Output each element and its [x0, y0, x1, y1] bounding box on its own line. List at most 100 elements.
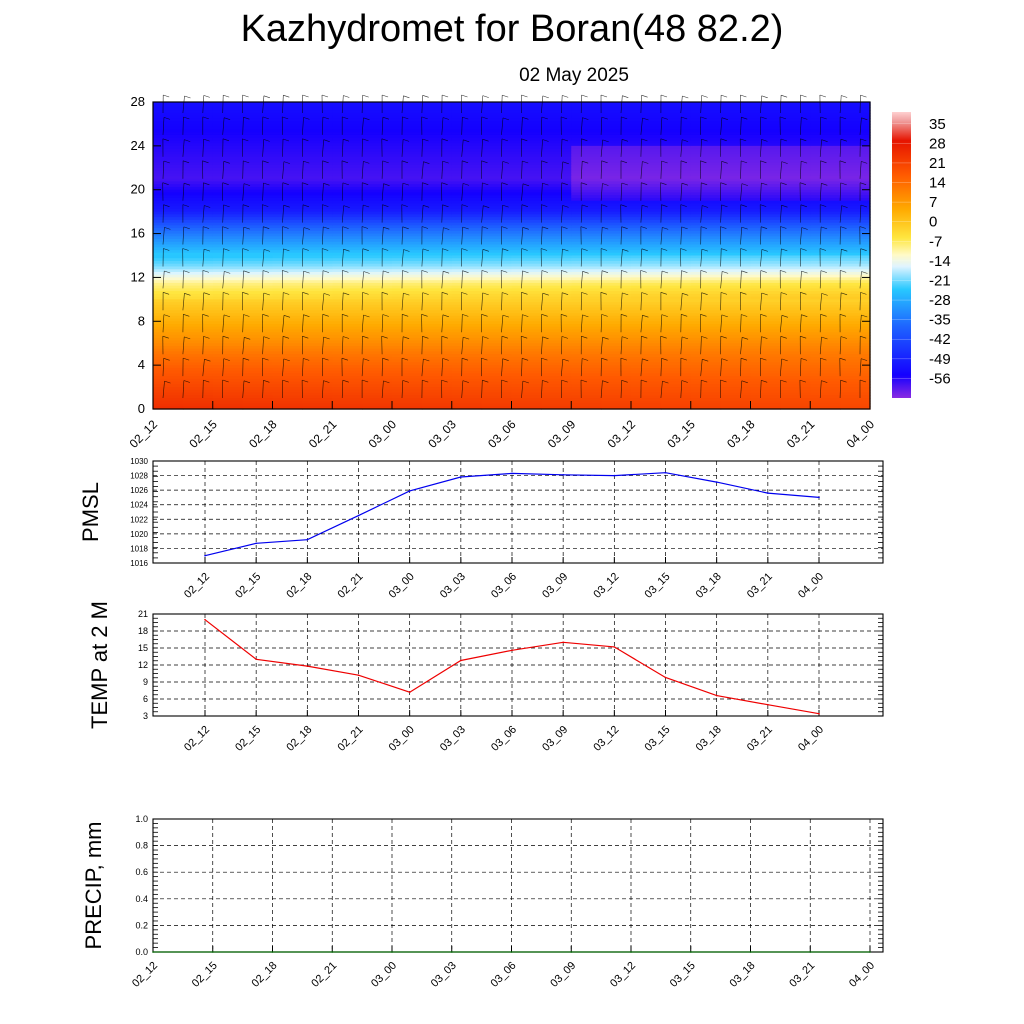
wind-barb [740, 227, 742, 245]
heatmap-cell [212, 192, 244, 196]
heatmap-cell [421, 214, 453, 218]
heatmap-cell [571, 228, 602, 232]
wind-barb-flag [721, 161, 728, 164]
heatmap-cell [242, 211, 274, 215]
wind-barb [780, 205, 782, 223]
heatmap-cell [302, 176, 333, 180]
heatmap-cell [690, 200, 722, 205]
heatmap-cell [212, 406, 244, 410]
heatmap-cell [660, 121, 692, 125]
heatmap-cell [362, 195, 393, 199]
heatmap-cell [421, 313, 453, 317]
heatmap-cell [332, 167, 363, 172]
heatmap-cell [541, 288, 572, 292]
wind-barb [800, 314, 802, 333]
wind-barb-flag [621, 314, 628, 317]
heatmap-cell [272, 250, 303, 254]
wind-barb-flag [302, 138, 309, 142]
wind-barb-flag [642, 314, 649, 318]
heatmap-cell [481, 321, 513, 325]
wind-barb-flag [740, 204, 747, 207]
heatmap-cell [541, 282, 572, 287]
data-point [511, 472, 513, 475]
heatmap-cell [242, 203, 274, 207]
heatmap-cell [481, 285, 513, 289]
wind-barb-flag [641, 248, 648, 252]
heatmap-cell [840, 192, 871, 196]
wind-barb [561, 205, 563, 223]
wind-barb [800, 227, 802, 245]
heatmap-cell [541, 332, 572, 336]
heatmap-cell [272, 143, 303, 147]
heatmap-cell [511, 126, 542, 131]
heatmap-cell [750, 197, 781, 202]
heatmap-cell [511, 156, 542, 161]
heatmap-cell [840, 104, 871, 109]
wind-barb [341, 139, 344, 157]
x-tick-label: 03_03 [438, 724, 468, 754]
heatmap-cell [242, 260, 274, 265]
heatmap-cell [362, 359, 393, 363]
heatmap-cell [182, 348, 214, 353]
heatmap-cell [332, 137, 363, 141]
wind-barb-flag [642, 117, 649, 121]
wind-barb-flag [243, 160, 250, 164]
heatmap-cell [690, 151, 722, 155]
heatmap-cell [810, 225, 841, 229]
heatmap-cell [720, 384, 752, 388]
heatmap-cell [840, 195, 871, 199]
wind-barb-flag [861, 271, 868, 274]
heatmap-cell [601, 211, 632, 215]
x-tick-label: 02_15 [190, 960, 220, 990]
heatmap-cell [660, 359, 692, 363]
colorbar-label: -14 [929, 253, 951, 270]
wind-barb [262, 182, 264, 201]
heatmap-cell [720, 167, 752, 172]
heatmap-cell [631, 266, 662, 270]
y-tick-label: 4 [138, 357, 145, 372]
data-point [715, 694, 718, 697]
heatmap-cell [302, 255, 333, 259]
wind-barb [401, 249, 404, 267]
heatmap-cell [601, 370, 632, 374]
heatmap-cell [631, 406, 662, 410]
wind-barb [541, 293, 544, 311]
heatmap-cell [810, 345, 841, 350]
wind-barb-flag [841, 205, 848, 208]
wind-barb-flag [860, 182, 867, 185]
heatmap-cell [780, 400, 811, 405]
heatmap-cell [601, 230, 632, 235]
heatmap-cell [451, 195, 483, 199]
heatmap-cell [332, 239, 363, 243]
heatmap-cell [720, 373, 752, 377]
wind-barb-flag [701, 248, 708, 252]
heatmap-cell [631, 271, 662, 276]
x-tick-label: 02_15 [186, 417, 220, 451]
heatmap-cell [451, 222, 483, 226]
heatmap-cell [840, 132, 871, 136]
wind-barb-flag [362, 248, 369, 251]
heatmap-cell [511, 384, 542, 388]
heatmap-cell [182, 398, 214, 402]
heatmap-cell [840, 370, 871, 374]
heatmap-cell [212, 343, 244, 347]
heatmap-cell [571, 145, 602, 150]
heatmap-cell [750, 302, 781, 306]
heatmap-cell [571, 123, 602, 128]
heatmap-cell [720, 266, 752, 270]
heatmap-cell [660, 293, 692, 298]
heatmap-cell [153, 392, 184, 396]
heatmap-cell [182, 241, 214, 246]
heatmap-cell [182, 326, 214, 331]
heatmap-cell [302, 291, 333, 295]
heatmap-cell [272, 217, 303, 221]
y-tick-label: 0.2 [135, 920, 148, 930]
heatmap-cell [810, 159, 841, 163]
heatmap-cell [750, 148, 781, 152]
heatmap-cell [153, 230, 184, 235]
wind-barb-flag [621, 270, 628, 273]
heatmap-cell [840, 274, 871, 279]
heatmap-cell [780, 395, 811, 399]
heatmap-cell [541, 296, 572, 300]
